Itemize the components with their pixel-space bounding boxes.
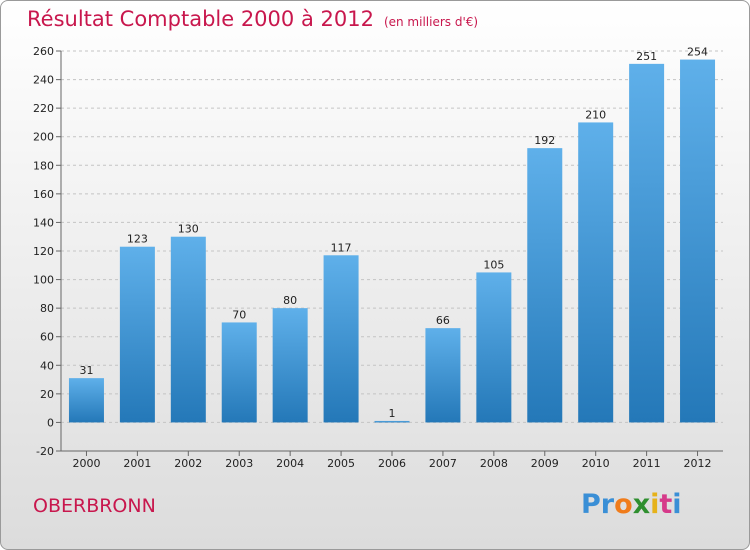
title-block: Résultat Comptable 2000 à 2012 (en millie… (27, 7, 478, 31)
y-tick-label: 0 (47, 416, 54, 429)
x-tick-label: 2007 (429, 457, 457, 470)
data-label: 192 (534, 134, 555, 147)
data-label: 254 (687, 46, 708, 59)
data-label: 117 (331, 241, 352, 254)
x-tick-label: 2010 (582, 457, 610, 470)
x-tick-label: 2001 (123, 457, 151, 470)
data-label: 66 (436, 314, 450, 327)
data-label: 210 (585, 108, 606, 121)
bar (272, 308, 308, 423)
bar (323, 255, 359, 423)
data-label: 80 (283, 294, 297, 307)
data-label: 1 (389, 407, 396, 420)
y-tick-label: 240 (33, 74, 54, 87)
bar (629, 63, 665, 423)
bar (680, 59, 716, 423)
chart-title: Résultat Comptable 2000 à 2012 (27, 7, 374, 31)
bar (527, 148, 563, 423)
bars (68, 59, 716, 423)
chart-subtitle: (en milliers d'€) (383, 15, 479, 29)
town-name: OBERBRONN (33, 495, 156, 517)
y-tick-label: 80 (40, 302, 54, 315)
y-tick-label: 200 (33, 131, 54, 144)
x-tick-label: 2000 (72, 457, 100, 470)
bar (425, 328, 461, 423)
y-tick-label: 260 (33, 45, 54, 58)
x-tick-label: 2004 (276, 457, 304, 470)
y-tick-label: 140 (33, 216, 54, 229)
gridlines (61, 50, 723, 452)
y-tick-label: 160 (33, 188, 54, 201)
labels: 31 123 130 70 80 117 1 66 105 192 210 251 254 (79, 46, 708, 420)
y-tick-label: 60 (40, 331, 54, 344)
y-tick-label: 20 (40, 388, 54, 401)
data-label: 31 (79, 364, 93, 377)
bar (170, 236, 206, 423)
data-label: 130 (178, 223, 199, 236)
x-tick-label: 2005 (327, 457, 355, 470)
data-label: 251 (636, 50, 657, 63)
y-tick-label: 180 (33, 159, 54, 172)
y-tick-label: 120 (33, 245, 54, 258)
bar (476, 272, 512, 423)
data-label: 105 (483, 258, 504, 271)
y-tick-label: 100 (33, 274, 54, 287)
y-tick-label: 40 (40, 359, 54, 372)
bar (578, 122, 614, 423)
x-tick-label: 2006 (378, 457, 406, 470)
data-label: 70 (232, 308, 246, 321)
data-label: 123 (127, 233, 148, 246)
x-tick-label: 2002 (174, 457, 202, 470)
x-tick-label: 2011 (633, 457, 661, 470)
x-tick-label: 2003 (225, 457, 253, 470)
x-tick-label: 2009 (531, 457, 559, 470)
y-tick-label: -20 (36, 445, 54, 458)
proxiti-logo: Proxiti (581, 489, 682, 520)
x-tick-label: 2012 (684, 457, 712, 470)
bar (119, 246, 155, 423)
bar (68, 378, 104, 423)
axes: -200204060801001201401601802002202402602… (33, 45, 723, 470)
x-tick-label: 2008 (480, 457, 508, 470)
y-tick-label: 220 (33, 102, 54, 115)
bar (221, 322, 257, 423)
bar (374, 420, 410, 423)
